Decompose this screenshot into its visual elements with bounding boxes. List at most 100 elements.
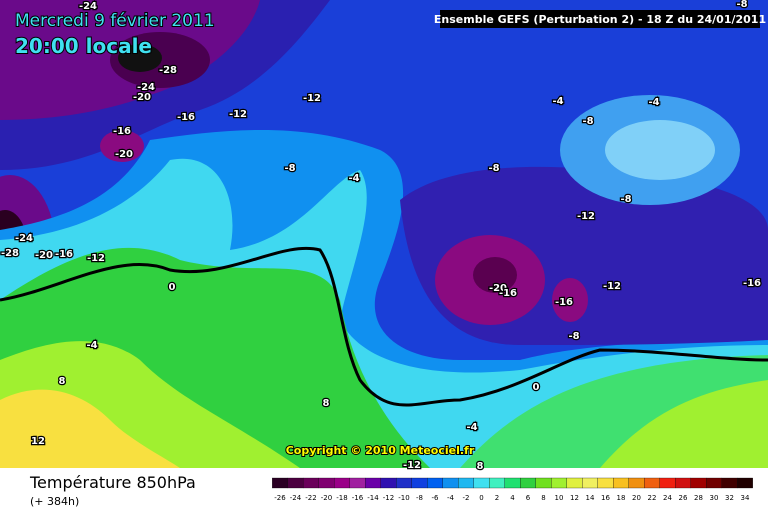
contour-label: -12 bbox=[603, 281, 621, 292]
footer-title: Température 850hPa bbox=[29, 473, 196, 492]
scale-swatch bbox=[411, 477, 428, 489]
scale-label: 6 bbox=[526, 494, 531, 502]
scale-swatch bbox=[690, 477, 707, 489]
contour-label: -16 bbox=[499, 288, 517, 299]
contour-label: -8 bbox=[284, 163, 295, 174]
contour-label: -16 bbox=[555, 297, 573, 308]
scale-label: 28 bbox=[694, 494, 703, 502]
contour-label: 0 bbox=[169, 282, 176, 293]
contour-label: -16 bbox=[113, 126, 131, 137]
scale-swatch bbox=[721, 477, 738, 489]
scale-swatch bbox=[737, 477, 753, 489]
scale-swatch bbox=[706, 477, 722, 489]
contour-label: -8 bbox=[488, 163, 499, 174]
cold-core bbox=[118, 44, 162, 72]
scale-label: 16 bbox=[601, 494, 610, 502]
scale-label: 18 bbox=[617, 494, 626, 502]
scale-label: -14 bbox=[367, 494, 379, 502]
scale-swatch bbox=[318, 477, 335, 489]
forecast-date: Mercredi 9 février 2011 bbox=[15, 11, 215, 31]
contour-label: -8 bbox=[620, 194, 631, 205]
scale-swatch bbox=[303, 477, 319, 489]
scale-swatch bbox=[582, 477, 598, 489]
scale-label: -22 bbox=[305, 494, 316, 502]
scale-label: 24 bbox=[663, 494, 672, 502]
contour-label: -16 bbox=[743, 278, 761, 289]
scale-swatch bbox=[597, 477, 614, 489]
scale-label: -18 bbox=[336, 494, 347, 502]
scale-swatch bbox=[334, 477, 350, 489]
warm-zone bbox=[600, 380, 768, 468]
scale-swatch bbox=[535, 477, 552, 489]
scale-label: -8 bbox=[416, 494, 423, 502]
scale-label: -2 bbox=[463, 494, 470, 502]
contour-label: -12 bbox=[577, 211, 595, 222]
scale-swatch bbox=[504, 477, 521, 489]
scale-swatch bbox=[551, 477, 567, 489]
warm-zone bbox=[0, 389, 180, 468]
contour-label: 8 bbox=[59, 376, 66, 387]
scale-label: -24 bbox=[290, 494, 302, 502]
contour-label: -4 bbox=[86, 340, 97, 351]
contour-label: -8 bbox=[736, 0, 747, 10]
contour-label: -16 bbox=[55, 249, 73, 260]
scale-label: -6 bbox=[432, 494, 440, 502]
contour-label: 0 bbox=[533, 382, 540, 393]
scale-swatch bbox=[365, 477, 381, 489]
contour-label: -20 bbox=[35, 250, 53, 261]
contour-label: -4 bbox=[552, 96, 563, 107]
contour-label: -4 bbox=[648, 97, 659, 108]
scale-label: 20 bbox=[632, 494, 641, 502]
scale-swatch bbox=[489, 477, 505, 489]
scale-swatch bbox=[659, 477, 676, 489]
contour-label: -8 bbox=[568, 331, 579, 342]
contour-label: -16 bbox=[177, 112, 195, 123]
contour-label: -24 bbox=[137, 82, 155, 93]
cold-core bbox=[473, 257, 517, 293]
contour-label: -28 bbox=[1, 248, 19, 259]
scale-label: 2 bbox=[495, 494, 499, 502]
contour-label: -20 bbox=[115, 149, 133, 160]
scale-swatch bbox=[272, 477, 288, 489]
scale-label: -26 bbox=[274, 494, 286, 502]
contour-label: 12 bbox=[31, 436, 45, 447]
scale-swatch bbox=[613, 477, 629, 489]
scale-swatch bbox=[566, 477, 583, 489]
scale-label: 12 bbox=[570, 494, 579, 502]
scale-label: -12 bbox=[383, 494, 394, 502]
scale-label: 8 bbox=[541, 494, 545, 502]
contour-label: -12 bbox=[87, 253, 105, 264]
scale-swatch bbox=[458, 477, 474, 489]
contour-label: -4 bbox=[466, 422, 477, 433]
contour-label: -4 bbox=[348, 173, 359, 184]
forecast-lead: (+ 384h) bbox=[30, 495, 79, 508]
scale-swatch bbox=[442, 477, 459, 489]
contour-label: 8 bbox=[477, 461, 484, 472]
scale-swatch bbox=[473, 477, 490, 489]
copyright: Copyright © 2010 Meteociel.fr bbox=[286, 444, 475, 457]
scale-swatch bbox=[380, 477, 397, 489]
scale-label: -16 bbox=[352, 494, 364, 502]
contour-label: -20 bbox=[133, 92, 151, 103]
contour-label: -12 bbox=[229, 109, 247, 120]
scale-label: 4 bbox=[510, 494, 515, 502]
scale-label: 34 bbox=[741, 494, 750, 502]
scale-label: 10 bbox=[555, 494, 564, 502]
cold-core bbox=[552, 278, 588, 322]
contour-label: -24 bbox=[79, 1, 97, 12]
scale-label: 22 bbox=[648, 494, 657, 502]
contour-label: 8 bbox=[323, 398, 330, 409]
scale-label: 14 bbox=[586, 494, 595, 502]
contour-label: -24 bbox=[15, 233, 33, 244]
contour-label: -28 bbox=[159, 65, 177, 76]
scale-swatch bbox=[644, 477, 660, 489]
mild-zone bbox=[605, 120, 715, 180]
scale-swatch bbox=[675, 477, 691, 489]
scale-swatch bbox=[520, 477, 536, 489]
scale-swatch bbox=[396, 477, 412, 489]
cold-core bbox=[100, 130, 144, 162]
scale-label: -4 bbox=[447, 494, 455, 502]
scale-label: 32 bbox=[725, 494, 734, 502]
scale-label: 0 bbox=[479, 494, 483, 502]
